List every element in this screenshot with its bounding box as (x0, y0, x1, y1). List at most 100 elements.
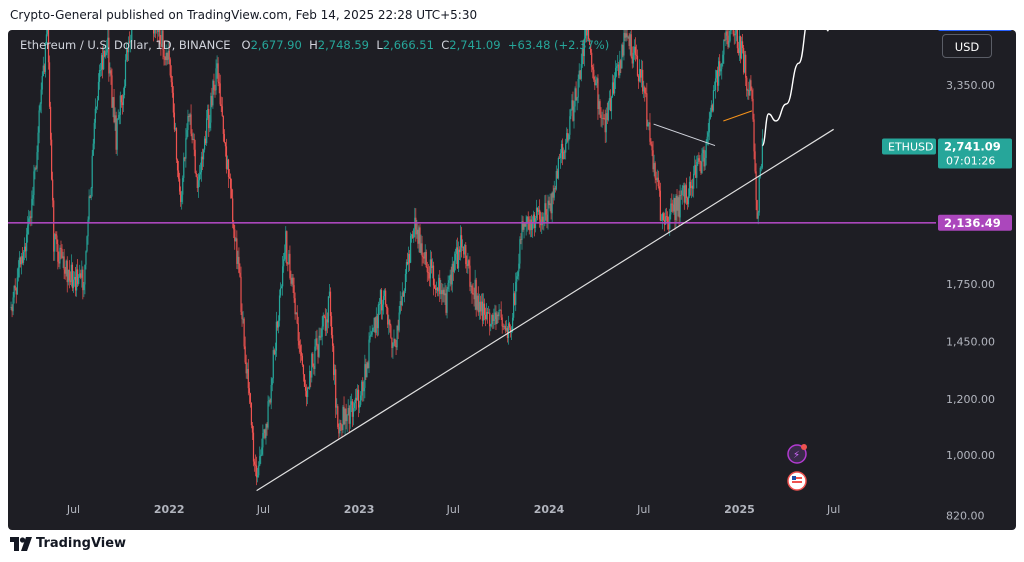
candle-body (652, 150, 654, 170)
candle-body (265, 423, 267, 438)
candle-body (369, 335, 371, 340)
candle-body (431, 265, 434, 269)
candle-body (728, 40, 730, 47)
candle-body (541, 216, 543, 226)
notification-dot-icon (801, 444, 807, 450)
candle-body (372, 328, 374, 332)
candle-body (291, 277, 293, 284)
candle-body (13, 285, 15, 298)
candle-body (477, 295, 479, 313)
candle-body (421, 243, 423, 257)
candle-body (618, 64, 620, 76)
candle-body (374, 317, 376, 333)
candle-body (590, 44, 592, 53)
candle-body (109, 70, 111, 74)
candle-body (97, 81, 100, 101)
candle-body (631, 56, 633, 64)
candle-body (206, 118, 208, 144)
open-label: O (241, 38, 251, 52)
symbol-description: Ethereum / U.S. Dollar, 1D, BINANCE (20, 38, 231, 52)
wedge-line (723, 110, 753, 122)
candle-body (729, 30, 731, 41)
candle-body (635, 54, 638, 56)
candle-body (718, 61, 720, 86)
candle-body (301, 355, 304, 366)
candle-body (401, 292, 403, 306)
y-tick-label: 3,350.00 (946, 79, 995, 92)
candle-body (219, 83, 221, 105)
candle-body (688, 181, 691, 197)
candle-body (310, 370, 312, 378)
candle-body (512, 317, 514, 331)
chart-panel[interactable]: 8,000.006,500.005,300.003,350.001,750.00… (8, 30, 1016, 530)
candle-body (454, 253, 456, 261)
candle-body (388, 320, 390, 325)
tradingview-logo[interactable]: TradingView (10, 536, 126, 551)
candle-body (661, 213, 664, 221)
us-flag-stripe (792, 481, 802, 483)
candle-body (704, 157, 706, 167)
candle-body (470, 285, 472, 287)
candle-body (202, 149, 205, 160)
candle-body (64, 269, 66, 274)
candle-body (441, 290, 443, 295)
candle-body (353, 403, 356, 409)
candle-body (305, 390, 308, 398)
candle-body (646, 93, 648, 127)
candle-body (527, 216, 529, 224)
candle-body (658, 186, 660, 191)
candle-body (554, 188, 556, 190)
candle-body (547, 200, 549, 223)
candle-body (642, 69, 644, 92)
candle-body (56, 235, 58, 245)
candle-body (41, 76, 43, 90)
candles (10, 30, 763, 486)
candle-body (389, 320, 391, 326)
candle-body (30, 216, 32, 218)
candle-body (207, 109, 209, 119)
candle-body (35, 168, 37, 170)
candle-body (104, 50, 106, 57)
candle-body (331, 335, 334, 346)
candle-body (273, 350, 275, 355)
candle-body (694, 165, 696, 174)
candle-body (183, 157, 185, 178)
candle-body (625, 33, 627, 38)
candle-body (744, 54, 746, 73)
currency-button[interactable]: USD (942, 34, 992, 58)
us-flag-canton (792, 476, 796, 480)
candle-body (90, 188, 92, 199)
candle-body (682, 185, 684, 188)
candle-body (630, 34, 632, 57)
candle-body (583, 38, 586, 57)
candle-body (340, 422, 342, 425)
candle-body (550, 203, 552, 214)
candle-body (468, 260, 470, 266)
candle-body (721, 63, 723, 69)
price-chart-svg[interactable]: 8,000.006,500.005,300.003,350.001,750.00… (8, 30, 1016, 530)
x-tick-label: Jul (826, 503, 840, 516)
candle-body (474, 279, 476, 300)
candle-body (83, 284, 85, 291)
candle-body (675, 195, 677, 221)
candle-body (473, 294, 475, 300)
candle-body (309, 370, 311, 389)
candle-body (221, 106, 223, 117)
candle-body (759, 167, 761, 177)
candle-body (423, 257, 425, 259)
candle-body (521, 221, 523, 240)
candle-body (91, 155, 93, 189)
candle-body (88, 196, 90, 220)
candle-body (277, 320, 280, 328)
candle-body (589, 39, 591, 45)
candle-body (211, 95, 213, 106)
candle-body (476, 295, 478, 310)
candle-body (390, 325, 392, 338)
candle-body (437, 287, 439, 292)
candle-body (274, 350, 276, 355)
candle-body (32, 195, 34, 199)
candle-body (367, 362, 369, 369)
candle-body (717, 70, 719, 86)
candle-body (456, 247, 459, 269)
candle-body (404, 273, 407, 292)
